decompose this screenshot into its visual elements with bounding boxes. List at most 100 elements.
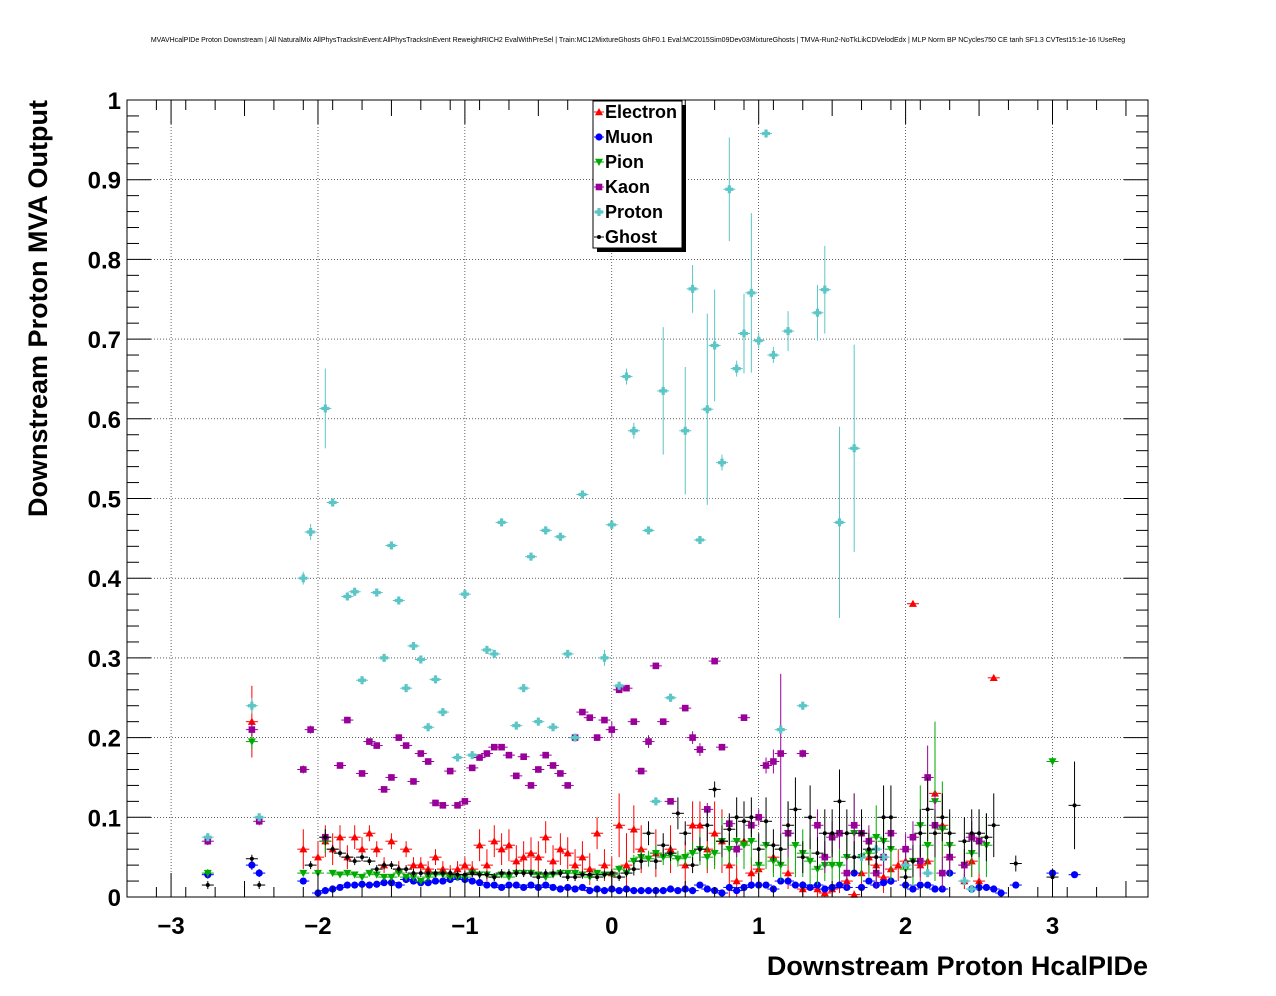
muon-marker bbox=[916, 881, 924, 889]
ghost-marker bbox=[308, 863, 313, 868]
ghost-marker bbox=[492, 875, 497, 880]
proton-marker bbox=[629, 426, 638, 435]
kaon-point bbox=[576, 708, 589, 716]
chart-title: MVAVHcalPIDe Proton Downstream | All Nat… bbox=[151, 37, 1125, 44]
muon-point bbox=[760, 881, 773, 889]
ghost-point bbox=[840, 809, 853, 858]
muon-marker bbox=[556, 885, 564, 893]
ghost-point bbox=[862, 833, 875, 866]
kaon-point bbox=[451, 802, 464, 809]
ghost-marker bbox=[742, 819, 747, 824]
pion-marker bbox=[402, 873, 411, 882]
ghost-marker bbox=[374, 867, 379, 872]
kaon-marker bbox=[689, 734, 696, 741]
kaon-point bbox=[796, 749, 809, 758]
electron-point bbox=[532, 841, 545, 874]
ghost-marker bbox=[587, 872, 592, 877]
kaon-marker bbox=[703, 806, 711, 813]
proton-point bbox=[679, 366, 692, 495]
electron-point bbox=[591, 817, 604, 850]
kaon-marker bbox=[586, 714, 594, 721]
muon-marker bbox=[549, 883, 557, 892]
muon-marker bbox=[666, 885, 675, 893]
ghost-point bbox=[392, 865, 405, 874]
ghost-point bbox=[466, 869, 479, 878]
kaon-point bbox=[370, 742, 383, 749]
kaon-marker bbox=[718, 743, 726, 751]
muon-marker bbox=[990, 885, 998, 893]
ghost-point bbox=[774, 833, 787, 866]
proton-marker bbox=[850, 444, 859, 453]
muon-marker bbox=[784, 877, 792, 885]
proton-marker bbox=[482, 645, 491, 654]
legend-entry-electron: Electron bbox=[594, 102, 677, 122]
proton-marker bbox=[813, 308, 822, 317]
proton-marker bbox=[644, 526, 653, 535]
electron-point bbox=[524, 837, 537, 870]
ghost-marker bbox=[918, 831, 923, 836]
kaon-point bbox=[436, 802, 449, 809]
proton-point bbox=[715, 454, 728, 471]
ghost-point bbox=[745, 797, 758, 838]
proton-point bbox=[811, 284, 824, 341]
ghost-marker bbox=[910, 859, 915, 864]
electron-marker bbox=[549, 857, 558, 865]
kaon-marker bbox=[410, 778, 417, 785]
muon-marker bbox=[806, 883, 814, 892]
electron-point bbox=[561, 837, 574, 870]
electron-marker bbox=[460, 861, 469, 869]
muon-point bbox=[392, 881, 405, 889]
ghost-point bbox=[943, 809, 956, 858]
ghost-marker bbox=[352, 859, 357, 864]
kaon-marker bbox=[939, 869, 946, 877]
kaon-marker bbox=[432, 799, 439, 807]
kaon-point bbox=[297, 765, 310, 774]
proton-point bbox=[245, 697, 258, 714]
ghost-marker bbox=[484, 872, 489, 877]
proton-marker bbox=[879, 853, 888, 862]
ghost-marker bbox=[822, 831, 827, 836]
proton-marker bbox=[526, 552, 535, 561]
electron-marker bbox=[975, 877, 984, 885]
muon-point bbox=[921, 881, 934, 889]
muon-marker bbox=[358, 880, 366, 888]
muon-marker bbox=[505, 881, 513, 889]
kaon-marker bbox=[630, 718, 638, 725]
kaon-point bbox=[547, 762, 560, 769]
kaon-point bbox=[407, 778, 420, 785]
proton-marker bbox=[453, 753, 462, 762]
ghost-marker bbox=[338, 851, 343, 856]
kaon-marker bbox=[814, 821, 821, 829]
ghost-marker bbox=[565, 875, 570, 880]
muon-marker bbox=[924, 881, 932, 889]
kaon-marker bbox=[454, 802, 461, 809]
electron-marker bbox=[336, 833, 345, 841]
muon-marker bbox=[725, 883, 733, 892]
muon-marker bbox=[879, 879, 888, 887]
pion-marker bbox=[203, 869, 212, 878]
ghost-marker bbox=[866, 847, 871, 852]
muon-marker bbox=[475, 879, 484, 887]
ghost-marker bbox=[404, 867, 409, 872]
ghost-point bbox=[987, 793, 1000, 858]
proton-marker bbox=[203, 833, 212, 842]
kaon-point bbox=[245, 723, 258, 737]
y-tick-label: 0.2 bbox=[88, 726, 121, 753]
electron-marker bbox=[989, 673, 998, 682]
ghost-marker bbox=[852, 855, 857, 860]
muon-marker bbox=[542, 881, 550, 889]
ghost-marker bbox=[455, 872, 460, 877]
electron-point bbox=[348, 825, 361, 850]
ghost-marker bbox=[426, 871, 431, 876]
kaon-point bbox=[363, 738, 376, 745]
kaon-point bbox=[341, 716, 354, 724]
kaon-marker bbox=[468, 764, 476, 772]
proton-marker bbox=[534, 717, 543, 726]
proton-point bbox=[782, 311, 795, 352]
proton-point bbox=[407, 641, 420, 650]
muon-marker bbox=[571, 885, 579, 893]
legend-entry-kaon: Kaon bbox=[594, 177, 650, 197]
kaon-marker bbox=[344, 716, 351, 724]
ghost-point bbox=[973, 809, 986, 858]
proton-point bbox=[730, 360, 743, 377]
